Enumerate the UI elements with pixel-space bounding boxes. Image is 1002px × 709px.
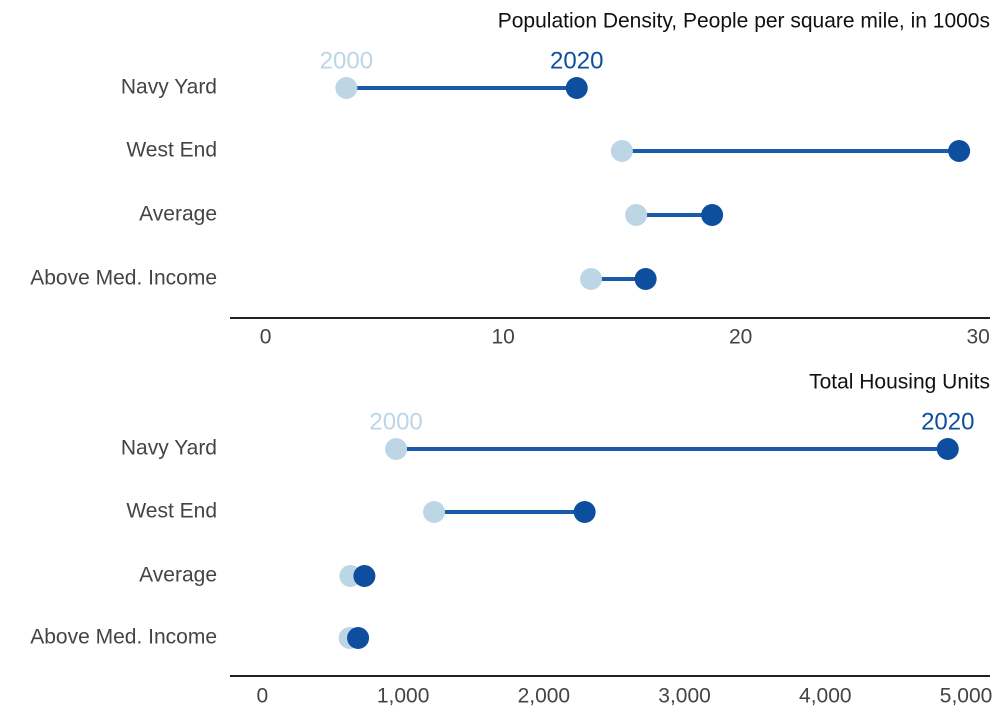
legend-label: 2000 xyxy=(320,47,373,74)
x-tick-label: 30 xyxy=(966,326,989,349)
dot xyxy=(610,140,633,162)
category-label: Navy Yard xyxy=(121,76,217,99)
chart-title: Population Density, People per square mi… xyxy=(498,10,990,33)
category-label: Navy Yard xyxy=(121,437,217,460)
legend-label: 2020 xyxy=(550,47,603,74)
dot xyxy=(936,438,959,460)
x-tick-label: 1,000 xyxy=(377,685,430,708)
x-tick-label: 5,000 xyxy=(940,685,993,708)
category-label: West End xyxy=(126,139,217,162)
x-tick-label: 3,000 xyxy=(658,685,711,708)
dot xyxy=(573,501,596,523)
x-tick-label: 20 xyxy=(729,326,752,349)
category-label: Above Med. Income xyxy=(30,626,217,649)
dot xyxy=(625,204,648,226)
x-tick-label: 0 xyxy=(257,685,269,708)
legend-label: 2020 xyxy=(921,408,974,435)
dot xyxy=(948,140,971,162)
category-label: Average xyxy=(139,564,217,587)
dot xyxy=(335,77,358,99)
category-label: Average xyxy=(139,203,217,226)
category-label: West End xyxy=(126,500,217,523)
dot xyxy=(701,204,724,226)
dot xyxy=(423,501,446,523)
dot xyxy=(634,268,657,290)
dot xyxy=(385,438,408,460)
x-tick-label: 4,000 xyxy=(799,685,852,708)
dot xyxy=(347,627,370,649)
x-tick-label: 0 xyxy=(260,326,272,349)
x-tick-label: 10 xyxy=(491,326,514,349)
dot xyxy=(580,268,602,290)
legend-label: 2000 xyxy=(369,408,422,435)
dot xyxy=(565,77,588,99)
category-label: Above Med. Income xyxy=(30,267,217,290)
chart-title: Total Housing Units xyxy=(809,371,990,394)
x-tick-label: 2,000 xyxy=(518,685,571,708)
dot xyxy=(353,565,376,587)
